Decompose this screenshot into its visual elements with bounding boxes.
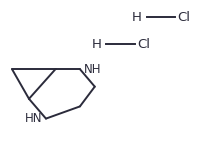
Text: H: H: [91, 38, 101, 51]
Text: Cl: Cl: [177, 11, 190, 24]
Text: HN: HN: [25, 112, 42, 125]
Text: Cl: Cl: [137, 38, 150, 51]
Text: H: H: [132, 11, 141, 24]
Text: NH: NH: [84, 63, 101, 76]
